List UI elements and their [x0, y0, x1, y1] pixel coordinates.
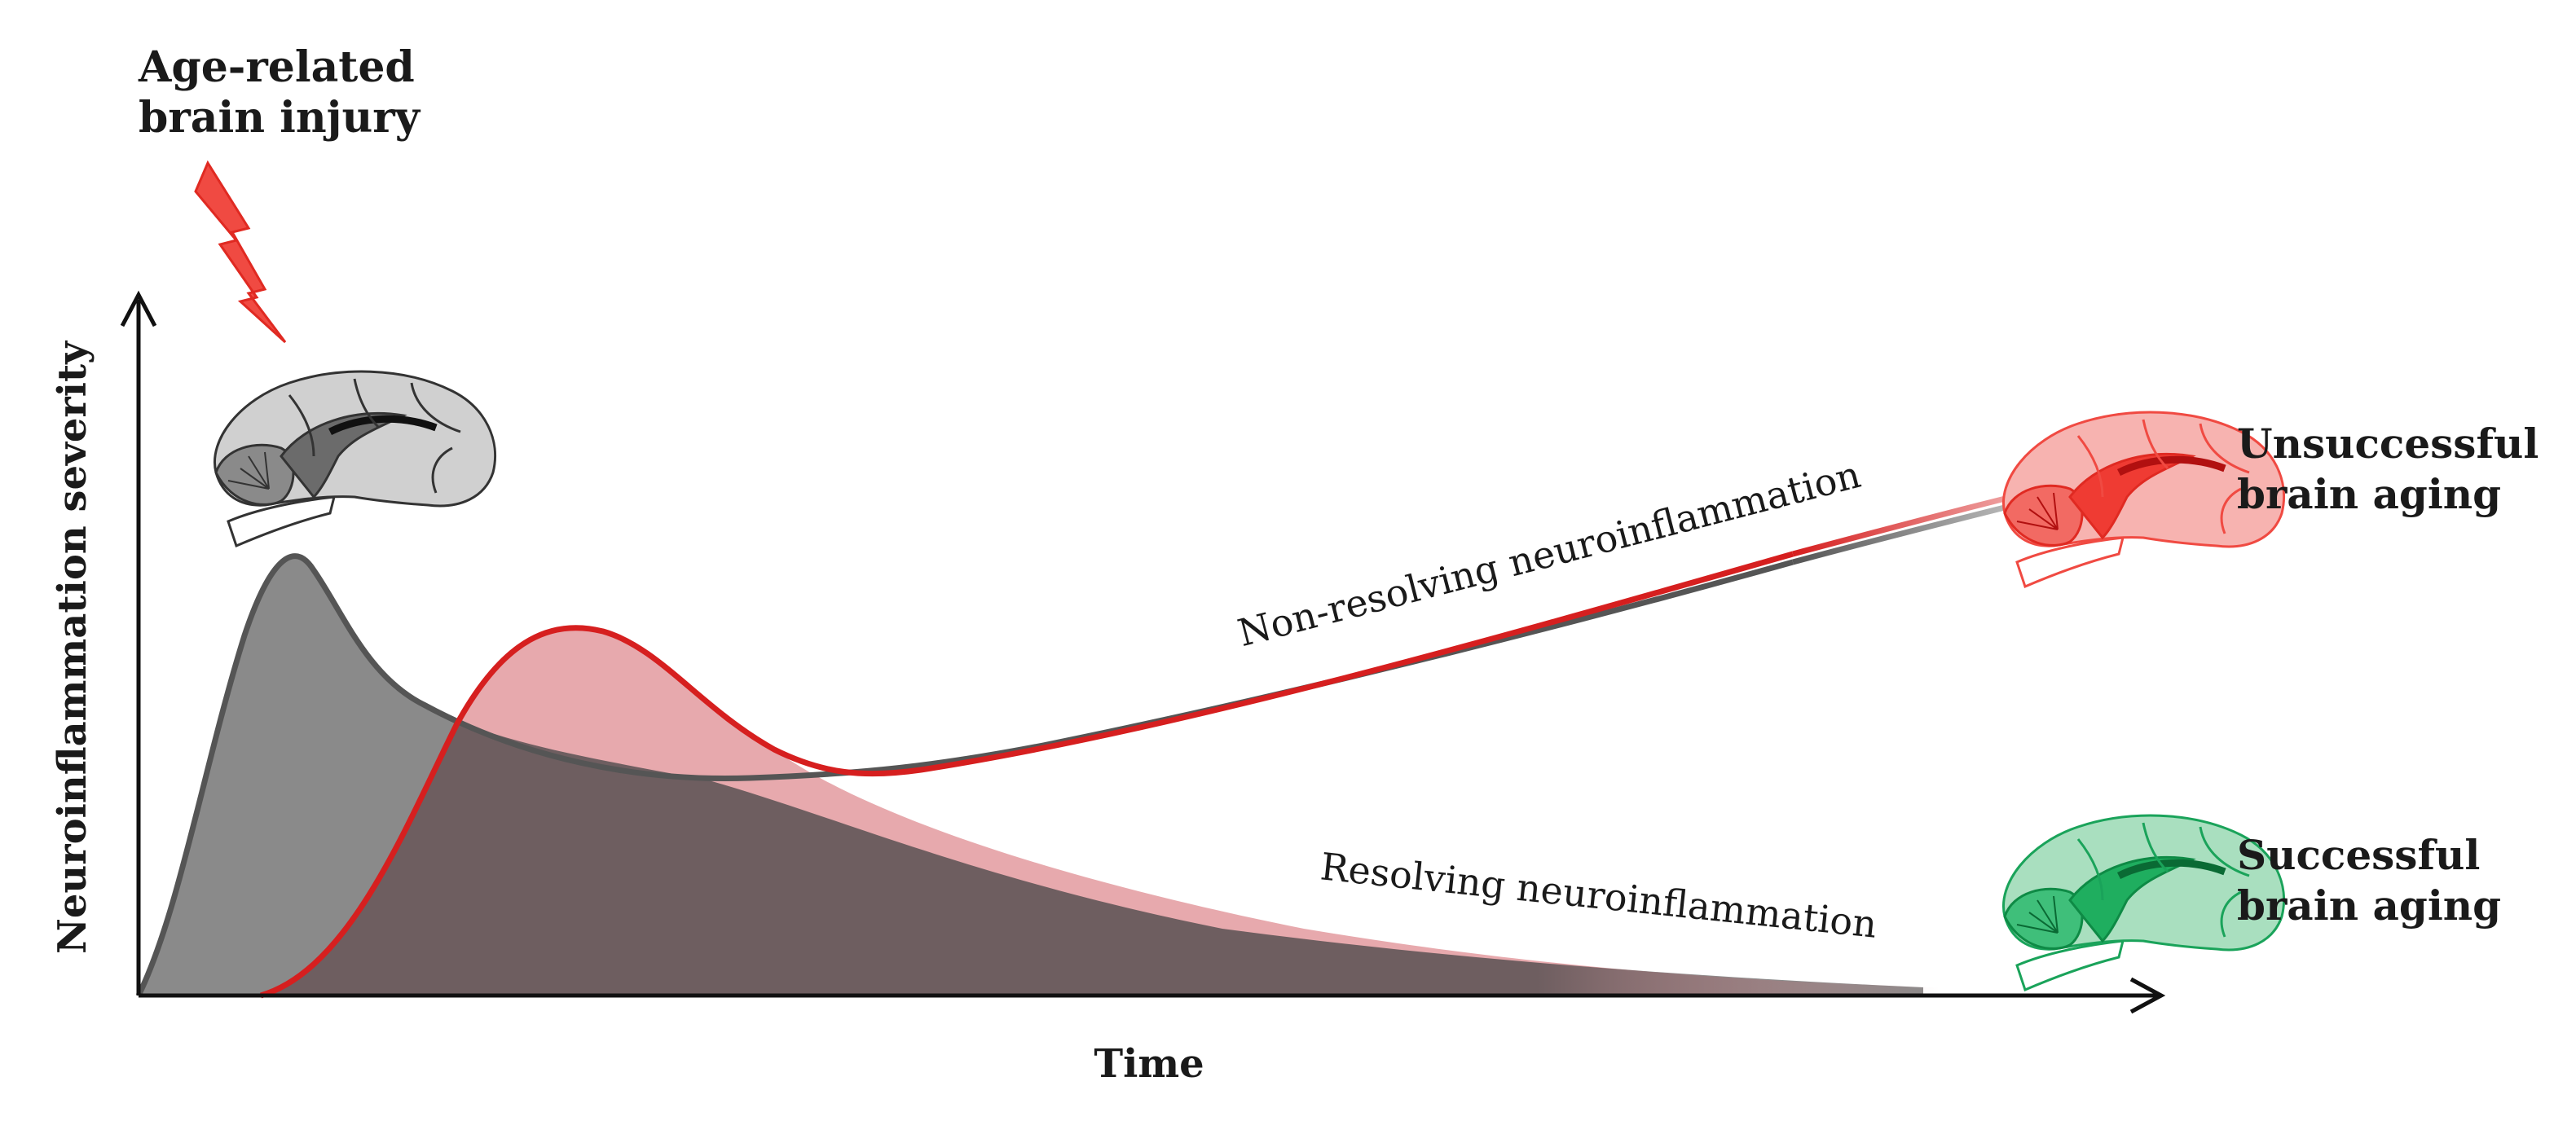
unsuccessful-label-line1: Unsuccessful: [2237, 420, 2539, 468]
red-curve: [260, 551, 1794, 999]
y-axis-arrowhead: [120, 290, 157, 327]
successful-label-line1: Successful: [2237, 831, 2480, 879]
injury-label-line1: Age-related: [138, 42, 415, 92]
unsuccessful-label-line2: brain aging: [2237, 470, 2501, 518]
x-axis-label: Time: [1094, 1041, 1204, 1087]
y-axis-label: Neuroinflammation severity: [50, 340, 95, 954]
brain-icon-successful: [2002, 814, 2286, 992]
lightning-icon: [194, 160, 287, 344]
x-axis-arrowhead: [2129, 977, 2166, 1014]
successful-label-line2: brain aging: [2237, 881, 2501, 930]
brain-icon: [214, 370, 497, 548]
injury-label-line2: brain injury: [139, 93, 421, 143]
resolving-label: Resolving neuroinflammation: [1319, 844, 1879, 946]
brain-icon-unsuccessful: [2002, 411, 2286, 589]
